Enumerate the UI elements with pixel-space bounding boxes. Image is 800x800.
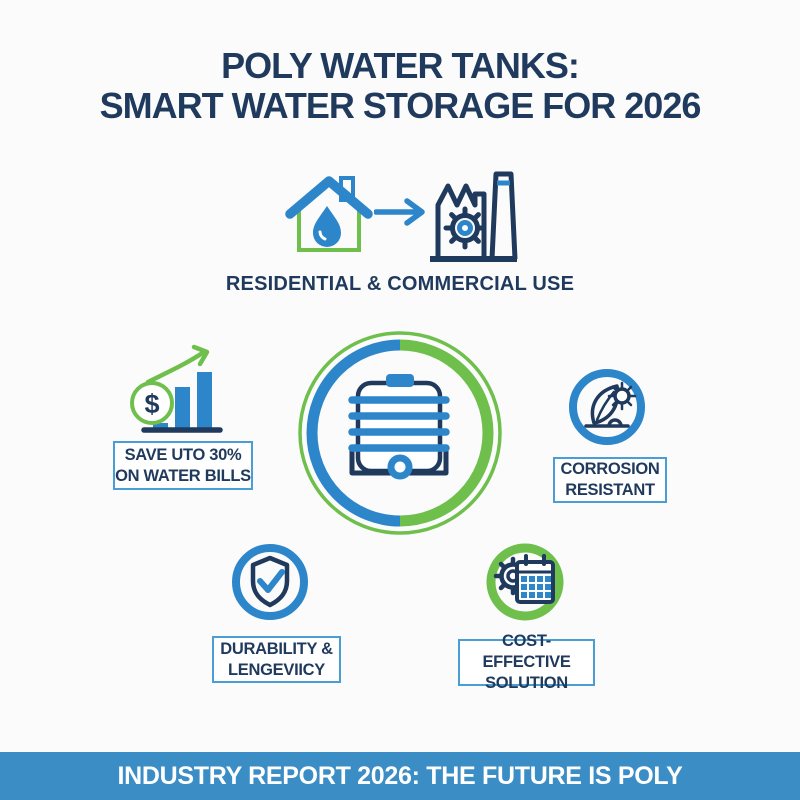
page-title: POLY WATER TANKS: SMART WATER STORAGE FO… [0,46,800,126]
leaf-sun-icon [569,369,645,445]
savings-label-box: SAVE UTO 30% ON WATER BILLS [113,441,253,490]
poly-water-tank-medallion [298,331,502,535]
shield-check-icon [232,544,308,620]
usage-caption: RESIDENTIAL & COMMERCIAL USE [225,273,575,295]
page-title-line2: SMART WATER STORAGE FOR 2026 [99,85,702,126]
durability-label-line2: LENGEVIICY [228,660,325,679]
cost-label-line2: SOLUTION [485,674,568,692]
gear-calendar-icon [486,543,564,621]
corrosion-label-box: CORROSION RESISTANT [553,457,667,503]
corrosion-label-line2: RESISTANT [565,481,655,499]
factory-gear-icon [430,171,518,262]
poly-water-tank-icon [348,374,450,480]
inner-ring-left-blue [306,339,401,527]
durability-label-line1: DURABILITY & [220,639,333,658]
cost-label-box: COST-EFFECTIVE SOLUTION [458,632,595,692]
inner-ring-right-green [399,339,494,527]
page-title-line1: POLY WATER TANKS: [221,45,580,86]
savings-label-line2: ON WATER BILLS [115,466,251,485]
factory-gear-detail [443,206,487,250]
dollar-sign: $ [144,389,159,419]
savings-label-line1: SAVE UTO 30% [124,445,242,464]
outer-ring [298,331,502,535]
sun-rays [607,381,637,411]
cost-label-line1: COST-EFFECTIVE [482,632,571,671]
footer-banner-text: INDUSTRY REPORT 2026: THE FUTURE IS POLY [117,761,683,790]
usage-icon-row [0,160,800,270]
cost-calendar-detail [515,554,555,604]
bar-chart-dollar-growth-icon: $ [130,344,223,433]
arrow-right-icon [374,198,425,226]
corrosion-label-line1: CORROSION [560,460,660,478]
durability-label-box: DURABILITY & LENGEVIICY [212,636,341,683]
footer-banner: INDUSTRY REPORT 2026: THE FUTURE IS POLY [0,752,800,800]
house-water-drop-icon [285,176,373,252]
